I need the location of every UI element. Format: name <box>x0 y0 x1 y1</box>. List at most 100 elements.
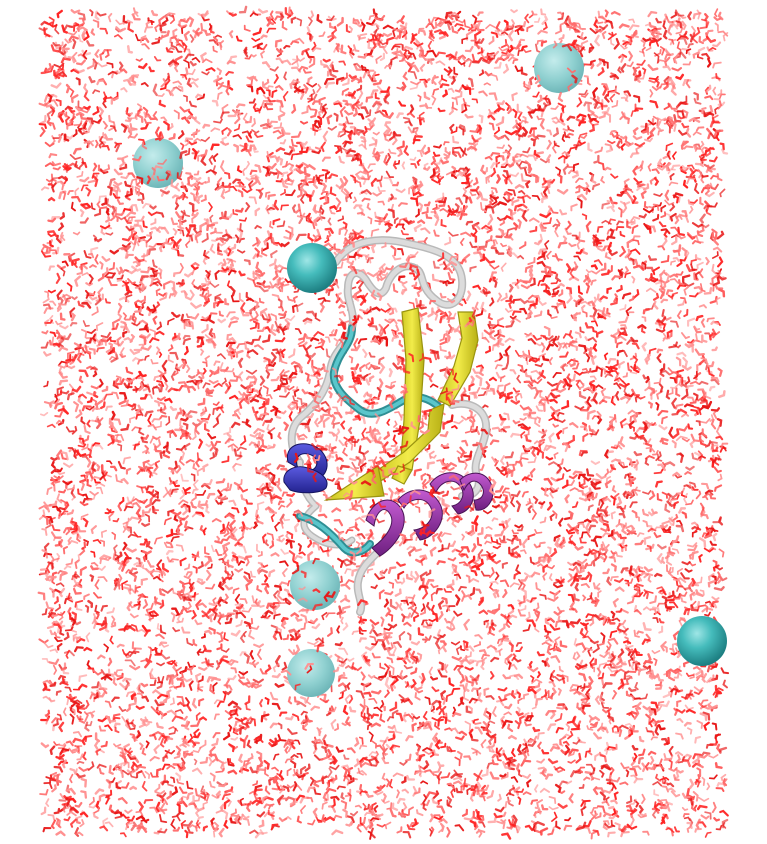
water-molecule <box>48 153 58 159</box>
water-molecule <box>82 751 87 761</box>
water-molecule <box>519 549 527 555</box>
water-molecule <box>197 816 204 822</box>
water-molecule <box>463 642 469 651</box>
water-molecule <box>577 285 583 295</box>
water-molecule <box>111 322 119 331</box>
water-molecule <box>82 320 90 327</box>
water-molecule <box>489 580 499 585</box>
water-molecule <box>527 505 533 514</box>
water-molecule <box>121 649 130 656</box>
water-molecule <box>290 740 296 750</box>
water-molecule <box>698 702 708 709</box>
water-molecule <box>490 656 500 663</box>
water-molecule <box>463 618 470 631</box>
water-molecule <box>275 99 284 108</box>
water-molecule <box>228 724 233 732</box>
water-molecule <box>319 102 327 113</box>
water-molecule <box>701 482 710 490</box>
water-molecule <box>592 786 599 796</box>
water-molecule <box>212 153 219 162</box>
water-molecule <box>587 142 593 152</box>
water-molecule <box>369 619 380 626</box>
water-molecule <box>238 5 248 14</box>
water-molecule <box>705 191 715 198</box>
water-molecule <box>513 222 519 231</box>
water-molecule <box>111 318 120 330</box>
water-molecule <box>79 176 90 183</box>
water-molecule <box>514 349 523 357</box>
water-molecule <box>311 100 320 106</box>
water-molecule <box>245 761 251 770</box>
water-molecule <box>503 169 510 179</box>
water-molecule <box>223 171 231 180</box>
water-molecule <box>562 740 570 746</box>
water-molecule <box>583 776 591 781</box>
water-molecule <box>141 43 150 50</box>
water-molecule <box>626 61 634 68</box>
water-molecule <box>322 734 327 745</box>
water-molecule <box>695 778 701 788</box>
water-molecule <box>296 302 304 313</box>
water-molecule <box>420 472 427 481</box>
water-molecule <box>496 333 506 340</box>
water-molecule <box>478 69 485 77</box>
water-molecule <box>78 34 84 43</box>
water-molecule <box>189 289 195 299</box>
water-molecule <box>643 535 652 545</box>
water-molecule <box>692 665 701 671</box>
water-molecule <box>714 106 720 115</box>
water-molecule <box>539 118 545 130</box>
water-molecule <box>665 212 671 221</box>
water-molecule <box>251 595 260 604</box>
water-molecule <box>191 176 202 182</box>
water-molecule <box>706 164 713 173</box>
water-molecule <box>43 246 52 255</box>
water-molecule <box>404 753 412 762</box>
water-molecule <box>684 470 692 475</box>
water-molecule <box>688 778 695 790</box>
water-molecule <box>60 452 68 461</box>
water-molecule <box>44 319 53 324</box>
water-molecule <box>692 790 699 802</box>
water-molecule <box>358 33 368 41</box>
water-molecule <box>271 89 278 98</box>
water-molecule <box>67 592 74 603</box>
water-molecule <box>686 396 695 403</box>
water-molecule <box>378 323 384 335</box>
water-molecule <box>286 783 296 789</box>
water-molecule <box>569 618 581 625</box>
water-molecule <box>283 44 291 49</box>
water-molecule <box>503 412 510 421</box>
water-molecule <box>605 112 612 123</box>
water-molecule <box>633 363 640 374</box>
water-molecule <box>378 589 385 600</box>
water-molecule <box>719 809 729 817</box>
water-molecule <box>487 214 494 226</box>
water-molecule <box>344 694 351 705</box>
water-molecule <box>629 501 638 508</box>
water-molecule <box>135 810 144 817</box>
water-molecule <box>367 216 373 225</box>
water-molecule <box>440 772 451 779</box>
water-molecule <box>371 22 380 28</box>
water-molecule <box>299 696 307 704</box>
water-molecule <box>71 748 81 754</box>
water-molecule <box>255 543 261 554</box>
water-molecule <box>430 155 437 166</box>
water-molecule <box>127 533 138 539</box>
water-molecule <box>107 222 113 230</box>
water-molecule <box>678 32 687 38</box>
water-molecule <box>86 391 97 396</box>
water-molecule <box>450 788 454 798</box>
water-molecule <box>181 116 191 124</box>
water-molecule <box>569 487 579 492</box>
water-molecule <box>585 353 591 363</box>
water-molecule <box>238 397 245 409</box>
water-molecule <box>678 279 685 286</box>
water-molecule <box>379 713 386 723</box>
water-molecule <box>85 453 93 458</box>
water-molecule <box>510 252 519 259</box>
water-molecule <box>326 547 333 557</box>
water-molecule <box>55 690 62 696</box>
water-molecule <box>264 697 270 705</box>
